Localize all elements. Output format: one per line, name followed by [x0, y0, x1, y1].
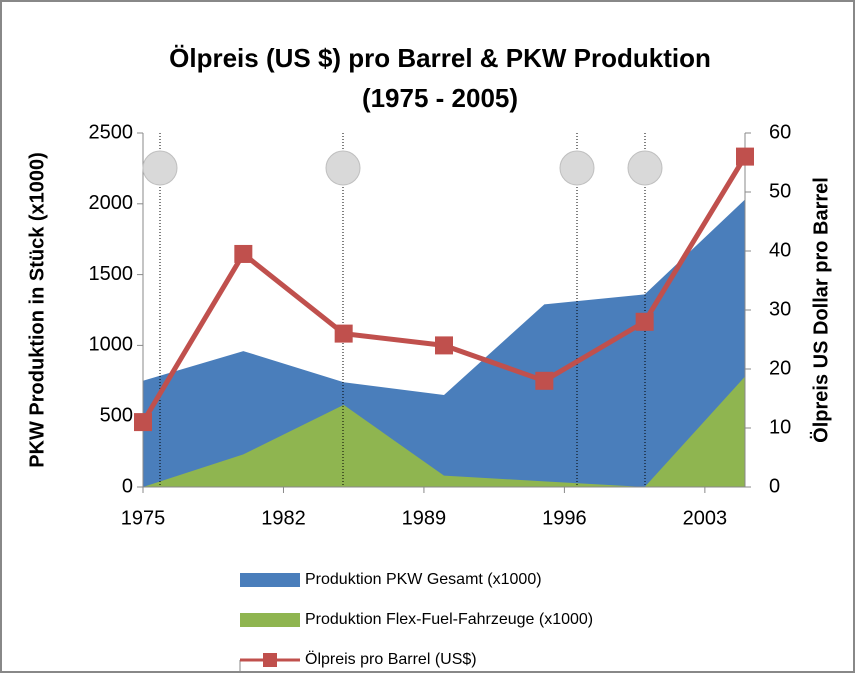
y2-axis-label: Ölpreis US Dollar pro Barrel: [809, 177, 832, 443]
event-circle: [627, 150, 663, 186]
y-tick-label: 0: [122, 475, 133, 497]
point: [334, 324, 353, 343]
legend-swatch: [263, 653, 277, 667]
y2-tick-label: 50: [769, 180, 791, 202]
point: [535, 371, 554, 390]
x-tick-label: 2003: [683, 507, 728, 529]
event-circle: [142, 150, 178, 186]
legend-label: Ölpreis pro Barrel (US$): [305, 650, 477, 668]
x-tick-label: 1989: [402, 507, 447, 529]
area: [143, 376, 745, 487]
point: [736, 147, 754, 166]
point: [134, 413, 152, 432]
y-tick-label: 500: [100, 404, 133, 426]
point: [435, 336, 453, 355]
y2-tick-label: 30: [769, 298, 791, 320]
x-tick-label: 1975: [121, 507, 166, 529]
legend-swatch: [240, 573, 300, 587]
point: [234, 244, 253, 263]
x-tick-label: 1982: [261, 507, 306, 529]
y2-tick-label: 40: [769, 239, 791, 261]
chart-title: Ölpreis (US $) pro Barrel & PKW Produkti…: [169, 43, 711, 73]
y2-tick-label: 20: [769, 357, 791, 379]
legend-label: Produktion Flex-Fuel-Fahrzeuge (x1000): [305, 611, 593, 628]
area: [143, 199, 745, 487]
y2-tick-label: 0: [769, 475, 780, 497]
x-tick-label: 1996: [542, 507, 587, 529]
y-tick-label: 1500: [89, 263, 134, 285]
y-tick-label: 2000: [89, 192, 134, 214]
y-tick-label: 1000: [89, 334, 134, 356]
event-circle: [325, 150, 361, 186]
y2-tick-label: 10: [769, 416, 791, 438]
chart-subtitle: (1975 - 2005): [362, 83, 518, 113]
y2-tick-label: 60: [769, 121, 791, 143]
event-circle: [559, 150, 595, 186]
y-axis-label: PKW Produktion in Stück (x1000): [26, 152, 48, 468]
legend-label: Produktion PKW Gesamt (x1000): [305, 571, 542, 588]
point: [635, 312, 654, 331]
event-markers: [159, 133, 646, 487]
y-tick-label: 2500: [89, 121, 134, 143]
legend-swatch: [240, 613, 300, 627]
